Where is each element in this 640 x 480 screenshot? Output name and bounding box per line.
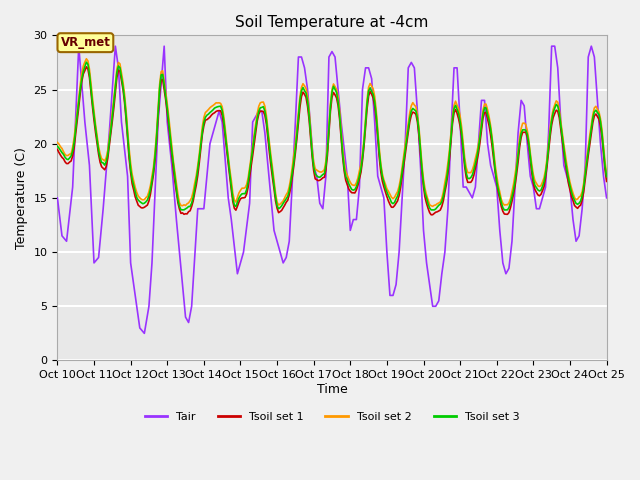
Legend: Tair, Tsoil set 1, Tsoil set 2, Tsoil set 3: Tair, Tsoil set 1, Tsoil set 2, Tsoil se… [140,408,524,426]
Line: Tsoil set 1: Tsoil set 1 [58,67,607,215]
Tsoil set 3 [157,72,165,78]
Line: Tsoil set 3: Tsoil set 3 [58,62,607,210]
Tsoil set 2 [386,192,394,197]
Tsoil set 1 [83,64,90,70]
Tair [75,43,83,49]
Tair [69,184,77,190]
Tsoil set 2 [539,179,547,185]
Tsoil set 1 [54,146,61,152]
Line: Tsoil set 2: Tsoil set 2 [58,59,607,206]
Line: Tair: Tair [58,46,607,333]
Tsoil set 3 [539,183,547,189]
Tsoil set 2 [54,140,61,145]
Tair [539,195,547,201]
Tsoil set 3 [398,169,406,175]
Tsoil set 2 [398,164,406,170]
Tsoil set 2 [368,84,376,89]
Tsoil set 1 [398,173,406,179]
Tsoil set 3 [83,59,90,65]
Tair [388,292,396,298]
Tair [141,330,148,336]
Tsoil set 3 [386,196,394,202]
Tsoil set 2 [83,56,90,61]
Tsoil set 1 [69,153,77,159]
Tsoil set 1 [157,77,165,83]
Tair [54,195,61,201]
Y-axis label: Temperature (C): Temperature (C) [15,147,28,249]
Title: Soil Temperature at -4cm: Soil Temperature at -4cm [236,15,429,30]
Tair [400,168,408,174]
Tair [603,195,611,201]
Tsoil set 1 [539,188,547,193]
Tsoil set 1 [368,91,376,97]
Tsoil set 3 [368,89,376,95]
X-axis label: Time: Time [317,383,348,396]
Tsoil set 3 [69,148,77,154]
Tsoil set 2 [69,144,77,150]
Text: VR_met: VR_met [60,36,110,49]
Tsoil set 1 [428,212,435,217]
Tsoil set 1 [603,179,611,184]
Tair [159,62,166,68]
Tsoil set 2 [157,69,165,74]
Tsoil set 1 [386,202,394,207]
Tsoil set 3 [502,207,509,213]
Tair [369,97,377,103]
Tsoil set 2 [429,204,436,209]
Tsoil set 3 [603,174,611,180]
Tsoil set 2 [603,171,611,177]
Tsoil set 3 [54,144,61,149]
